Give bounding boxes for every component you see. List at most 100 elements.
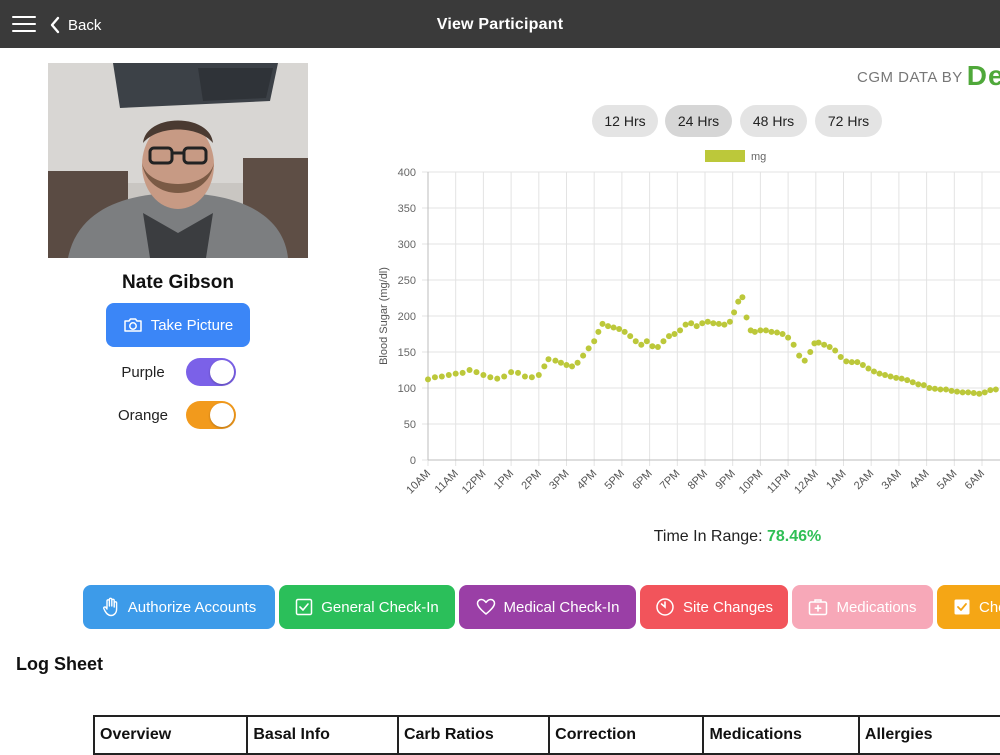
- take-picture-button[interactable]: Take Picture: [106, 303, 250, 347]
- data-point: [735, 298, 742, 305]
- log-column-correction[interactable]: Correction: [548, 715, 705, 755]
- authorize-accounts-button[interactable]: Authorize Accounts: [83, 585, 275, 629]
- data-point: [807, 349, 814, 355]
- x-tick-label: 2AM: [852, 468, 876, 492]
- data-point: [837, 354, 844, 361]
- data-point: [521, 373, 528, 380]
- x-tick-label: 9PM: [713, 468, 737, 492]
- data-point: [688, 320, 695, 327]
- data-point: [832, 347, 839, 354]
- data-point: [665, 333, 672, 340]
- site-changes-label: Site Changes: [682, 598, 774, 616]
- x-tick-label: 5AM: [935, 468, 959, 492]
- x-tick-label: 4AM: [907, 468, 931, 492]
- toggle-row-orange: Orange: [100, 400, 260, 430]
- data-point: [682, 321, 689, 328]
- data-point: [931, 385, 938, 392]
- data-point: [638, 341, 645, 348]
- authorize-accounts-label: Authorize Accounts: [127, 598, 257, 616]
- general-check-in-label: General Check-In: [321, 598, 439, 616]
- data-point: [660, 338, 667, 345]
- toggle-row-purple: Purple: [100, 357, 260, 387]
- data-point: [599, 320, 606, 327]
- data-point: [854, 359, 861, 366]
- data-point: [473, 369, 480, 376]
- data-point: [859, 361, 866, 368]
- data-point: [535, 372, 542, 379]
- take-picture-label: Take Picture: [150, 316, 234, 334]
- range-24-hrs-button[interactable]: 24 Hrs: [665, 105, 732, 137]
- toggle-label-purple: Purple: [121, 363, 165, 381]
- log-column-overview[interactable]: Overview: [92, 715, 249, 755]
- site-changes-button[interactable]: Site Changes: [640, 585, 788, 629]
- data-point: [821, 341, 828, 348]
- data-point: [480, 372, 487, 379]
- data-point: [563, 361, 570, 368]
- data-point: [981, 389, 988, 396]
- data-point: [557, 359, 564, 366]
- data-point: [898, 375, 905, 382]
- medical-check-in-label: Medical Check-In: [503, 598, 620, 616]
- data-point: [815, 339, 822, 346]
- dexcom-logo: De: [966, 60, 1000, 91]
- hand-icon: [102, 597, 118, 617]
- timer-icon: [656, 598, 674, 616]
- data-point: [643, 338, 650, 345]
- y-tick-label: 250: [398, 275, 416, 287]
- data-point: [438, 373, 445, 380]
- legend-swatch: [705, 150, 745, 162]
- data-point: [959, 389, 966, 396]
- log-column-medications[interactable]: Medications: [702, 715, 860, 755]
- data-point: [545, 356, 552, 363]
- orange-toggle[interactable]: [186, 401, 236, 429]
- data-point: [508, 369, 515, 376]
- range-12-hrs-button[interactable]: 12 Hrs: [592, 105, 658, 137]
- back-label: Back: [68, 16, 102, 34]
- data-point: [569, 363, 576, 370]
- data-point: [616, 325, 623, 332]
- data-point: [751, 328, 758, 335]
- check-button[interactable]: Che: [937, 585, 1000, 629]
- data-point: [757, 327, 764, 334]
- data-point: [452, 370, 459, 377]
- log-column-carb-ratios[interactable]: Carb Ratios: [396, 715, 551, 755]
- data-point: [528, 374, 535, 381]
- time-in-range: Time In Range: 78.46%: [600, 528, 875, 546]
- log-column-basal-info[interactable]: Basal Info: [246, 715, 399, 755]
- data-point: [715, 320, 722, 327]
- range-72-hrs-button[interactable]: 72 Hrs: [815, 105, 882, 137]
- data-point: [843, 358, 850, 365]
- data-point: [739, 294, 746, 301]
- x-tick-label: 8PM: [686, 468, 710, 492]
- data-point: [459, 369, 466, 376]
- data-point: [965, 389, 972, 396]
- y-tick-label: 50: [404, 419, 416, 431]
- medical-check-in-button[interactable]: Medical Check-In: [459, 585, 636, 629]
- data-point: [605, 323, 612, 330]
- log-column-allergies[interactable]: Allergies: [857, 715, 1000, 755]
- x-tick-label: 11PM: [765, 468, 793, 496]
- general-check-in-button[interactable]: General Check-In: [279, 585, 455, 629]
- x-tick-label: 1PM: [492, 468, 516, 492]
- purple-toggle[interactable]: [186, 358, 236, 386]
- camera-icon: [123, 318, 142, 332]
- data-point: [796, 352, 803, 359]
- data-point: [501, 373, 508, 380]
- data-point: [487, 374, 494, 381]
- data-point: [790, 341, 797, 348]
- log-sheet-title: Log Sheet: [16, 654, 104, 674]
- x-tick-label: 10PM: [737, 468, 766, 497]
- data-point: [693, 323, 700, 330]
- range-48-hrs-button[interactable]: 48 Hrs: [740, 105, 807, 137]
- data-point: [882, 372, 889, 379]
- data-point: [779, 331, 786, 337]
- medications-button[interactable]: Medications: [792, 585, 933, 629]
- data-point: [621, 328, 628, 335]
- data-point: [445, 372, 452, 379]
- data-point: [909, 379, 916, 386]
- time-in-range-value: 78.46%: [766, 528, 822, 545]
- hamburger-menu-icon[interactable]: [12, 16, 36, 32]
- back-button[interactable]: Back: [50, 12, 101, 38]
- data-point: [699, 320, 706, 327]
